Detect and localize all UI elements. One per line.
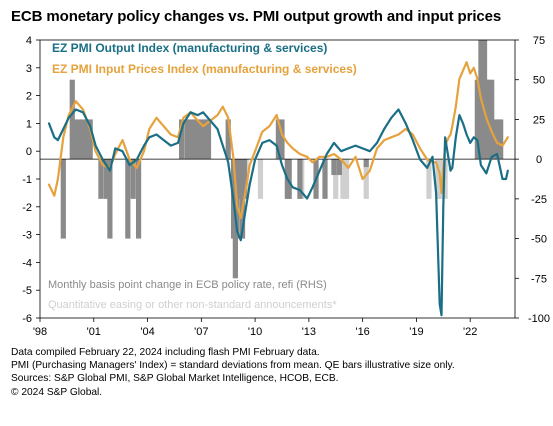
left-tick-label: -5 (22, 285, 32, 297)
bar (489, 79, 495, 160)
bar (191, 119, 197, 160)
left-tick-label: -2 (22, 202, 32, 214)
bar (179, 119, 185, 160)
right-tick-label: -75 (531, 273, 547, 285)
left-axis: 4 3 2 1 0 -1 -2 -3 -4 -5 -6 (22, 35, 40, 325)
bar (363, 159, 369, 168)
bar (322, 159, 328, 199)
note-line: © 2024 S&P Global. (11, 386, 103, 398)
legend-entry: EZ PMI Output Index (manufacturing & ser… (52, 41, 327, 55)
bar (69, 79, 75, 160)
legend-entry: Quantitative easing or other non-standar… (48, 299, 337, 311)
bar (257, 159, 264, 199)
bar (103, 159, 109, 199)
left-tick-label: -6 (22, 313, 32, 325)
x-tick-label: '16 (355, 326, 369, 338)
input-prices-line (47, 61, 509, 219)
bar (125, 159, 131, 239)
bar (60, 159, 66, 239)
bar (225, 119, 231, 160)
bar (205, 119, 212, 160)
legend-entry: Monthly basis point change in ECB policy… (48, 279, 327, 291)
bar (498, 119, 504, 160)
bar (331, 159, 337, 176)
bar (275, 119, 281, 160)
bar (73, 119, 79, 160)
output-index-line (47, 108, 509, 317)
left-tick-label: 0 (26, 146, 32, 158)
right-tick-label: 75 (533, 35, 545, 47)
bar (241, 159, 247, 199)
bar (340, 159, 346, 199)
left-tick-label: 1 (26, 118, 32, 130)
bar (336, 159, 342, 176)
note-line: PMI (Purchasing Managers' Index) = stand… (11, 360, 455, 372)
x-tick-label: '10 (248, 326, 262, 338)
bar (130, 159, 136, 199)
bar (485, 79, 491, 160)
note-line: Data compiled February 22, 2024 includin… (11, 347, 320, 358)
left-tick-label: -4 (22, 257, 32, 269)
bar (297, 159, 303, 199)
bar (343, 159, 350, 199)
bar (195, 119, 201, 160)
bar (80, 119, 86, 160)
left-tick-label: -3 (22, 230, 32, 242)
bar (198, 119, 204, 160)
bar (107, 159, 113, 239)
right-tick-label: 25 (533, 114, 545, 126)
bar (363, 159, 369, 199)
bar (84, 119, 90, 160)
bar (87, 119, 93, 160)
right-tick-label: 0 (536, 154, 542, 166)
bar (202, 119, 208, 160)
left-tick-label: -1 (22, 174, 32, 186)
right-tick-label: -100 (528, 313, 550, 325)
chart-title: ECB monetary policy changes vs. PMI outp… (11, 8, 502, 25)
x-axis: '98 '01 '04 '07 '10 '13 '16 '19 '22 (33, 318, 477, 338)
bar (333, 159, 339, 199)
x-tick-label: '98 (33, 326, 47, 338)
right-tick-label: -50 (531, 234, 547, 246)
bar (279, 119, 285, 160)
x-tick-label: '22 (463, 326, 477, 338)
bar (76, 119, 83, 160)
x-tick-label: '19 (409, 326, 423, 338)
right-axis: 75 50 25 0 -25 -50 -75 -100 (515, 35, 550, 325)
bar (184, 119, 190, 160)
x-tick-label: '01 (87, 326, 101, 338)
right-tick-label: 50 (533, 75, 545, 87)
x-tick-label: '07 (194, 326, 208, 338)
bar (135, 159, 142, 239)
left-tick-label: 4 (26, 35, 32, 47)
left-tick-label: 2 (26, 91, 32, 103)
bar (187, 119, 194, 160)
x-tick-label: '13 (302, 326, 316, 338)
legend: EZ PMI Output Index (manufacturing & ser… (48, 41, 357, 311)
note-line: Sources: S&P Global PMI, S&P Global Mark… (11, 373, 339, 385)
left-tick-label: 3 (26, 63, 32, 75)
right-tick-label: -25 (531, 194, 547, 206)
legend-entry: EZ PMI Input Prices Index (manufacturing… (52, 62, 357, 76)
bar (474, 79, 480, 160)
bar (426, 159, 432, 199)
bar (98, 159, 104, 199)
bar (286, 159, 292, 199)
x-tick-label: '04 (140, 326, 154, 338)
notes: Data compiled February 22, 2024 includin… (11, 346, 455, 399)
